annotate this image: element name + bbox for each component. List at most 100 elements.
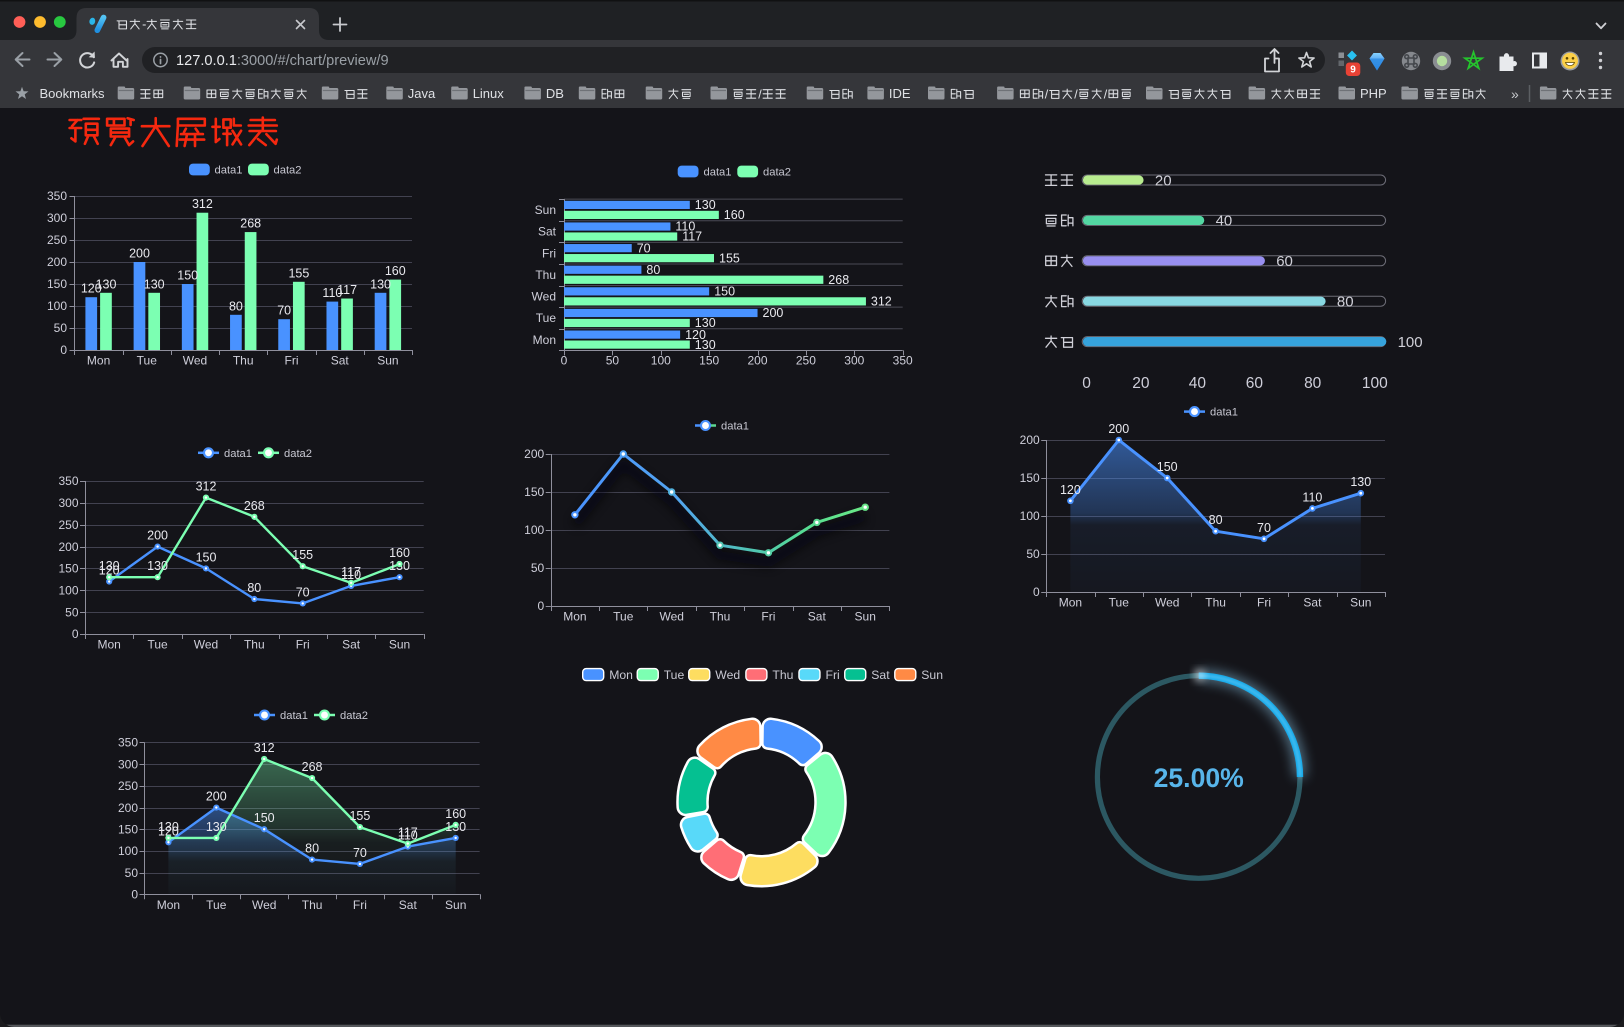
svg-text:40: 40 [1189,375,1207,392]
svg-text:200: 200 [763,306,784,320]
svg-text:312: 312 [196,480,217,494]
svg-text:150: 150 [699,354,719,368]
svg-text:250: 250 [58,518,78,532]
svg-text:Mon: Mon [98,638,121,652]
svg-text:160: 160 [724,208,745,222]
svg-text:20: 20 [1155,172,1172,189]
svg-text:50: 50 [54,321,68,335]
svg-text:120: 120 [685,328,706,342]
svg-text:150: 150 [47,277,67,291]
svg-text:80: 80 [1304,375,1322,392]
svg-text:Sun: Sun [445,898,466,912]
svg-text:Mon: Mon [87,354,110,368]
svg-text:Thu: Thu [772,668,793,682]
svg-text:Bookmarks: Bookmarks [40,86,106,101]
svg-text:50: 50 [606,354,620,368]
svg-text:80: 80 [646,263,660,277]
svg-text:Sat: Sat [399,898,418,912]
svg-text:Linux: Linux [473,86,505,101]
svg-text:100: 100 [1020,509,1040,523]
svg-text:Fri: Fri [761,610,775,624]
svg-text:268: 268 [240,217,261,231]
svg-text:80: 80 [247,581,261,595]
svg-text:70: 70 [637,241,651,255]
svg-text:155: 155 [288,266,309,280]
svg-text:70: 70 [277,304,291,318]
svg-text:0: 0 [1033,585,1040,599]
svg-text:Tue: Tue [536,311,557,325]
svg-text:130: 130 [99,559,120,573]
svg-text:117: 117 [337,283,357,297]
svg-text:350: 350 [58,474,78,488]
svg-text:Tue: Tue [147,638,168,652]
svg-text:Mon: Mon [563,610,586,624]
svg-text:70: 70 [353,846,367,860]
svg-text:250: 250 [47,233,67,247]
svg-text:130: 130 [206,820,227,834]
svg-text:160: 160 [385,264,406,278]
svg-text:data1: data1 [280,710,308,722]
svg-text:Sun: Sun [535,203,556,217]
svg-text:data2: data2 [340,710,368,722]
svg-text:150: 150 [1020,471,1040,485]
svg-text:127.0.0.1:3000/#/chart/preview: 127.0.0.1:3000/#/chart/preview/9 [176,53,389,69]
svg-text:150: 150 [524,485,544,499]
svg-text:DB: DB [546,86,564,101]
svg-text:IDE: IDE [889,86,911,101]
svg-text:200: 200 [1108,422,1129,436]
svg-text:Mon: Mon [1059,596,1082,610]
svg-text:Fri: Fri [353,898,367,912]
svg-text:150: 150 [58,562,78,576]
svg-text:80: 80 [1209,513,1223,527]
svg-text:Sun: Sun [389,638,410,652]
svg-text:0: 0 [72,627,79,641]
svg-text:20: 20 [1132,375,1150,392]
svg-text:350: 350 [893,354,913,368]
svg-text:/: / [1045,87,1049,101]
svg-text:40: 40 [1216,213,1233,230]
svg-text:130: 130 [147,559,168,573]
svg-text:110: 110 [675,220,695,234]
svg-text:110: 110 [341,568,361,582]
svg-text:150: 150 [177,269,198,283]
svg-text:200: 200 [1020,433,1040,447]
svg-text:Wed: Wed [194,638,218,652]
svg-text:268: 268 [302,760,323,774]
svg-text:Sun: Sun [1350,596,1371,610]
svg-text:70: 70 [296,585,310,599]
svg-text:100: 100 [1398,334,1423,351]
svg-text:150: 150 [118,822,138,836]
svg-text:250: 250 [118,779,138,793]
svg-text:300: 300 [118,757,138,771]
svg-text:PHP: PHP [1360,86,1387,101]
svg-text:Wed: Wed [252,898,276,912]
svg-text:0: 0 [131,888,138,902]
svg-text:Tue: Tue [206,898,227,912]
svg-text:Tue: Tue [1109,596,1130,610]
svg-text:155: 155 [719,251,740,265]
svg-text:160: 160 [389,546,410,560]
svg-text:Thu: Thu [1205,596,1226,610]
svg-text:Thu: Thu [244,638,265,652]
svg-text:Fri: Fri [296,638,310,652]
svg-text:60: 60 [1246,375,1264,392]
svg-text:Tue: Tue [664,668,685,682]
svg-text:Mon: Mon [609,668,633,682]
svg-text:0: 0 [1082,375,1091,392]
svg-text:Mon: Mon [533,333,556,347]
svg-text:110: 110 [322,286,342,300]
svg-text:350: 350 [118,736,138,750]
svg-text:Fri: Fri [285,354,299,368]
svg-text:200: 200 [129,247,150,261]
svg-text:Sat: Sat [342,638,361,652]
svg-text:/: / [1104,87,1108,101]
svg-text:300: 300 [58,496,78,510]
svg-text:120: 120 [1060,483,1081,497]
svg-text:150: 150 [714,285,735,299]
svg-text:60: 60 [1276,253,1293,270]
svg-text:130: 130 [695,316,716,330]
svg-text:50: 50 [65,605,79,619]
svg-text:data2: data2 [274,165,302,177]
svg-text:Mon: Mon [157,898,180,912]
svg-text:150: 150 [254,811,275,825]
